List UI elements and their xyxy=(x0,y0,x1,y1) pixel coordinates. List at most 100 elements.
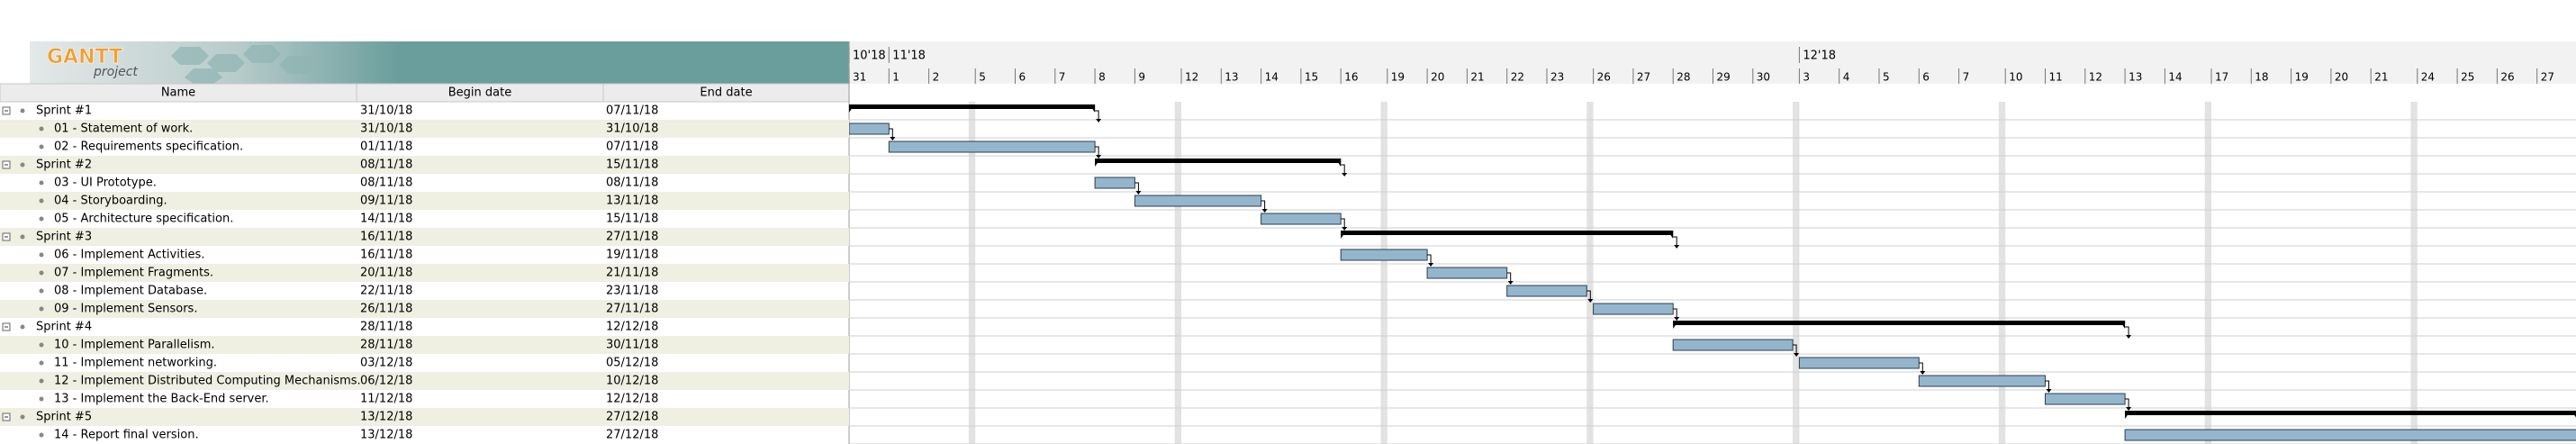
task-name[interactable]: 11 - Implement networking. xyxy=(54,357,217,370)
weekend-band xyxy=(972,102,976,444)
task-bar[interactable] xyxy=(1261,213,1342,225)
task-bar[interactable] xyxy=(1506,285,1587,297)
dependency-arrow xyxy=(1793,344,1797,356)
day-label: 28 xyxy=(1677,71,1690,84)
day-label: 14 xyxy=(1265,71,1279,84)
task-bar[interactable] xyxy=(1340,249,1428,261)
task-bar[interactable] xyxy=(1134,195,1262,207)
task-name[interactable]: Sprint #1 xyxy=(36,104,92,118)
day-label: 20 xyxy=(2335,71,2348,84)
day-label: 8 xyxy=(1098,71,1106,84)
summary-end xyxy=(1341,231,1347,239)
task-bar[interactable] xyxy=(1918,375,2047,387)
task-name[interactable]: 10 - Implement Parallelism. xyxy=(54,339,215,352)
column-header[interactable]: End date xyxy=(700,86,752,100)
day-label: 14 xyxy=(2168,71,2182,84)
task-name[interactable]: Sprint #5 xyxy=(36,411,92,424)
task-name[interactable]: 12 - Implement Distributed Computing Mec… xyxy=(54,375,361,388)
end-date: 19/11/18 xyxy=(606,249,658,262)
row-background xyxy=(0,264,849,282)
weekend-band xyxy=(2414,102,2418,444)
weekend-band xyxy=(1589,102,1594,444)
weekend-band xyxy=(968,102,972,444)
task-name[interactable]: Sprint #3 xyxy=(36,231,92,244)
summary-bar xyxy=(2125,411,2576,415)
row-background xyxy=(0,228,849,246)
task-name[interactable]: 04 - Storyboarding. xyxy=(54,195,167,208)
task-bar[interactable] xyxy=(2124,429,2576,441)
task-bar[interactable] xyxy=(2045,393,2126,405)
arrow-head xyxy=(1587,299,1594,303)
logo-banner xyxy=(30,41,849,84)
day-label: 18 xyxy=(2255,71,2268,84)
tree-node xyxy=(39,180,44,186)
end-date: 27/11/18 xyxy=(606,303,658,316)
arrow-head xyxy=(1674,317,1680,321)
arrow-head xyxy=(1507,281,1514,285)
begin-date: 13/12/18 xyxy=(360,411,412,424)
begin-date: 13/12/18 xyxy=(360,429,412,442)
day-label: 12 xyxy=(1185,71,1198,84)
day-label: 15 xyxy=(1305,71,1318,84)
tree-node xyxy=(39,198,44,204)
row-background xyxy=(0,192,849,210)
task-name[interactable]: Sprint #2 xyxy=(36,159,92,172)
task-name[interactable]: 14 - Report final version. xyxy=(54,429,199,442)
day-label: 26 xyxy=(2500,71,2514,84)
day-label: 31 xyxy=(853,71,866,84)
logo-name: GANTT xyxy=(47,46,122,68)
end-date: 15/11/18 xyxy=(606,159,658,172)
day-label: 17 xyxy=(2215,71,2228,84)
dependency-arrow xyxy=(1586,290,1591,302)
begin-date: 01/11/18 xyxy=(360,140,412,154)
row-background xyxy=(0,300,849,318)
task-name[interactable]: 03 - UI Prototype. xyxy=(54,177,157,190)
dependency-arrow xyxy=(1341,218,1345,230)
begin-date: 20/11/18 xyxy=(360,267,412,280)
task-bar[interactable] xyxy=(849,122,890,135)
task-bar[interactable] xyxy=(888,140,1096,153)
tree-node xyxy=(20,414,25,420)
arrow-head xyxy=(1342,173,1348,177)
dependency-arrow xyxy=(1427,254,1432,266)
task-name[interactable]: 06 - Implement Activities. xyxy=(54,249,204,262)
column-header[interactable]: Name xyxy=(161,86,195,100)
end-date: 31/10/18 xyxy=(606,122,658,136)
banner-hexagons xyxy=(171,45,317,84)
task-name[interactable]: 05 - Architecture specification. xyxy=(54,213,233,226)
arrow-head xyxy=(1920,371,1926,375)
weekend-band xyxy=(1795,102,1800,444)
task-name[interactable]: 07 - Implement Fragments. xyxy=(54,267,213,280)
task-name[interactable]: 08 - Implement Database. xyxy=(54,285,207,298)
task-bar[interactable] xyxy=(1593,303,1674,315)
task-bar[interactable] xyxy=(1426,267,1508,279)
summary-bar xyxy=(1341,231,1674,235)
day-label: 1 xyxy=(892,71,899,84)
begin-date: 11/12/18 xyxy=(360,393,412,406)
end-date: 10/12/18 xyxy=(606,375,658,388)
task-name[interactable]: 02 - Requirements specification. xyxy=(54,140,243,154)
begin-date: 16/11/18 xyxy=(360,249,412,262)
month-label: 10'18 xyxy=(853,50,886,63)
logo-sub: project xyxy=(93,65,138,79)
task-name[interactable]: 01 - Statement of work. xyxy=(54,122,193,136)
tree-node xyxy=(39,342,44,348)
end-date: 08/11/18 xyxy=(606,177,658,190)
day-label: 2 xyxy=(933,71,940,84)
summary-end xyxy=(1673,321,1679,329)
task-bar[interactable] xyxy=(1094,177,1135,189)
tree-node xyxy=(39,378,44,384)
dependency-arrow xyxy=(1341,164,1345,176)
task-name[interactable]: 13 - Implement the Back-End server. xyxy=(54,393,269,406)
end-date: 27/11/18 xyxy=(606,231,658,244)
begin-date: 31/10/18 xyxy=(360,104,412,118)
task-bar[interactable] xyxy=(1672,339,1794,351)
task-bar[interactable] xyxy=(1798,357,1920,369)
begin-date: 26/11/18 xyxy=(360,303,412,316)
column-header[interactable]: Begin date xyxy=(448,86,511,100)
tree-node xyxy=(39,288,44,294)
task-name[interactable]: Sprint #4 xyxy=(36,321,92,334)
task-name[interactable]: 09 - Implement Sensors. xyxy=(54,303,197,316)
dependency-arrow xyxy=(2045,380,2049,392)
